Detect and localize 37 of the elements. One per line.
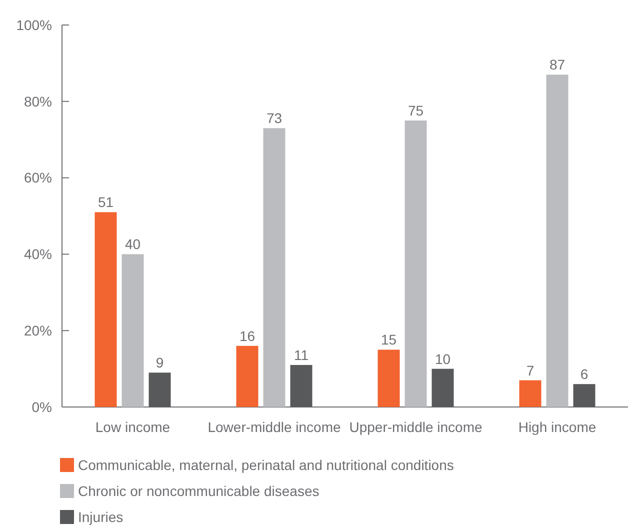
y-tick-label: 100% [16,16,52,33]
y-tick-label: 80% [24,93,52,110]
bar [94,212,117,407]
bar [404,120,427,407]
bar [122,254,144,407]
y-tick-label: 40% [24,246,52,262]
x-tick-label: Low income [95,419,170,435]
data-label: 11 [294,346,309,363]
data-label: 10 [434,350,451,367]
x-tick-label: Lower-middle income [208,419,341,435]
bar [432,368,454,407]
data-label: 73 [266,110,282,126]
y-tick-label: 60% [24,170,52,186]
data-label: 15 [380,332,397,348]
bar [573,384,596,407]
bar [546,74,568,407]
data-label: 87 [549,56,566,73]
legend-label: Injuries [78,508,124,525]
data-label: 9 [156,354,164,371]
y-tick-label: 0% [32,398,52,415]
x-tick-label: High income [518,419,596,435]
legend-label: Communicable, maternal, perinatal and nutritional conditions [78,456,454,473]
data-label: 40 [124,236,141,252]
data-label: 16 [239,328,256,344]
bar [519,380,542,407]
bar [290,364,312,407]
data-label: 6 [580,366,588,382]
data-label: 7 [526,362,534,378]
data-label: 51 [98,194,114,210]
data-label: 75 [408,102,424,118]
y-tick-label: 20% [24,322,52,338]
bar [148,372,171,407]
bar [236,346,258,407]
bar [263,128,286,407]
legend-label: Chronic or noncommunicable diseases [78,482,320,499]
bar [378,350,400,407]
x-tick-label: Upper-middle income [349,419,482,435]
